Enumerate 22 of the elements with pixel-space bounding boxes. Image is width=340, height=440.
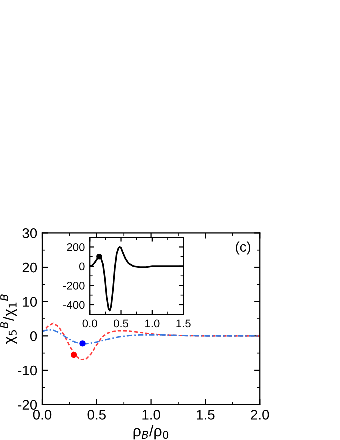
annotation: (c): [236, 242, 251, 255]
y-tick-label: -200: [63, 282, 85, 290]
y-tick-label: -20: [18, 400, 38, 410]
x-tick-label: 1.0: [146, 320, 160, 328]
y-tick-label: -10: [18, 366, 38, 376]
x-tick-label: 0.0: [82, 320, 98, 328]
y-tick-label: 20: [22, 262, 38, 273]
x-tick-label: 1.5: [176, 320, 191, 328]
x-tick-label: 0.5: [114, 320, 129, 328]
x-tick-label: 1.5: [197, 410, 215, 420]
y-tick-label: 0: [79, 262, 85, 271]
x-axis-title: ρ$_{B}$/ρ$_{0}$: [134, 425, 169, 440]
x-tick-label: 2.0: [251, 410, 270, 420]
y-tick-label: 0: [30, 331, 38, 342]
y-tick-label: -400: [63, 301, 85, 310]
y-tick-label: 30: [22, 228, 38, 238]
y-tick-label: 200: [67, 243, 85, 252]
x-tick-label: 0.0: [33, 410, 52, 420]
x-tick-label: 0.5: [88, 410, 106, 420]
y-tick-label: 10: [23, 297, 38, 308]
x-tick-label: 1.0: [142, 410, 160, 420]
y-axis-title: χ$_{5}$$^{B}$/χ$_{1}$$^{B}$: [0, 294, 18, 344]
